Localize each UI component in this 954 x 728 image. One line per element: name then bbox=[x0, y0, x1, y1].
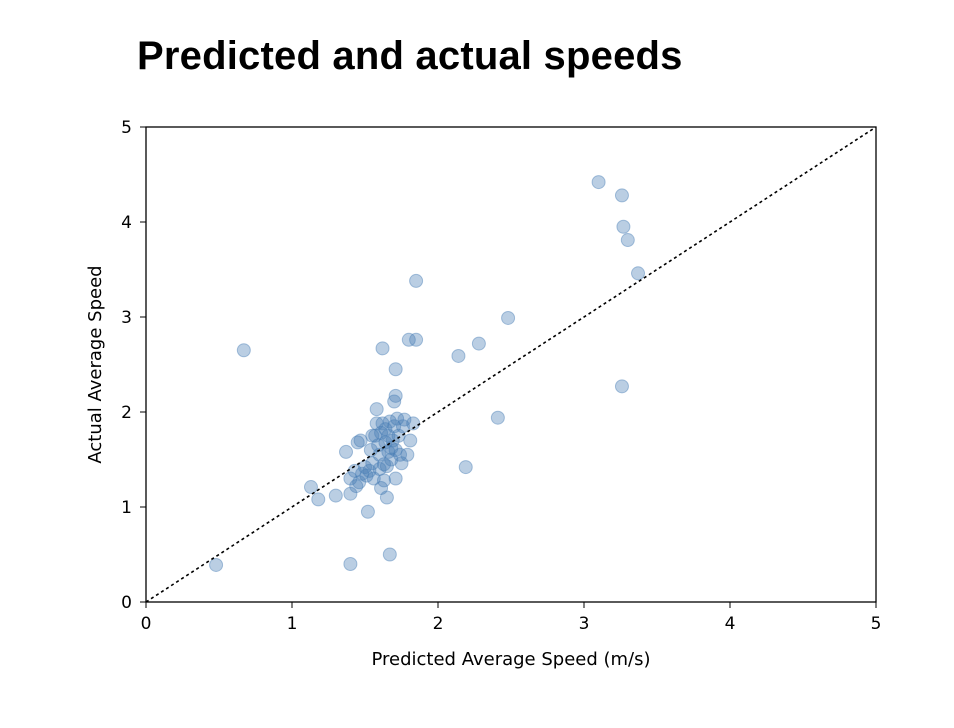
data-point bbox=[614, 188, 629, 203]
data-point bbox=[403, 433, 418, 448]
data-point bbox=[378, 435, 393, 450]
data-point bbox=[350, 435, 365, 450]
x-tick-label: 2 bbox=[433, 614, 444, 634]
data-point bbox=[372, 462, 387, 476]
data-point bbox=[365, 428, 380, 443]
data-point bbox=[388, 471, 403, 486]
data-point bbox=[375, 341, 390, 356]
data-point bbox=[359, 468, 374, 483]
data-point bbox=[381, 428, 396, 443]
data-point bbox=[458, 460, 473, 475]
data-point bbox=[387, 419, 402, 434]
data-point bbox=[397, 412, 412, 427]
data-point bbox=[394, 456, 409, 471]
data-point bbox=[490, 410, 505, 425]
data-point bbox=[303, 480, 318, 495]
data-point bbox=[409, 332, 424, 347]
data-point bbox=[374, 425, 389, 440]
data-point bbox=[376, 457, 391, 472]
y-tick-label: 5 bbox=[121, 118, 132, 138]
data-point bbox=[614, 379, 629, 394]
data-point bbox=[352, 475, 367, 490]
x-axis-label: Predicted Average Speed (m/s) bbox=[371, 649, 650, 670]
x-tick-label: 5 bbox=[871, 614, 882, 634]
data-point bbox=[451, 348, 466, 363]
data-point bbox=[501, 310, 516, 325]
data-point bbox=[388, 388, 403, 403]
x-tick-label: 3 bbox=[579, 614, 590, 634]
y-tick-label: 2 bbox=[121, 403, 132, 423]
data-point bbox=[343, 471, 358, 486]
y-tick-label: 3 bbox=[121, 308, 132, 328]
data-point bbox=[378, 422, 393, 437]
data-point bbox=[365, 456, 380, 471]
data-point bbox=[376, 473, 391, 488]
points-layer bbox=[209, 175, 646, 572]
data-point bbox=[355, 466, 370, 481]
data-point bbox=[368, 428, 383, 443]
data-point bbox=[620, 233, 635, 248]
data-point bbox=[349, 479, 364, 494]
data-point bbox=[379, 490, 394, 505]
data-point bbox=[631, 266, 646, 281]
data-point bbox=[388, 362, 403, 377]
y-tick-label: 4 bbox=[121, 213, 132, 233]
data-point bbox=[374, 481, 389, 495]
slide-title: Predicted and actual speeds bbox=[137, 34, 683, 78]
data-point bbox=[369, 416, 384, 431]
x-tick-label: 0 bbox=[141, 614, 152, 634]
data-point bbox=[388, 443, 403, 457]
data-point bbox=[328, 488, 343, 503]
data-point bbox=[409, 273, 424, 288]
data-point bbox=[362, 463, 377, 478]
data-point bbox=[387, 394, 402, 409]
data-point bbox=[471, 336, 486, 351]
data-point bbox=[391, 428, 406, 443]
data-point bbox=[393, 447, 408, 462]
data-point bbox=[400, 447, 415, 462]
data-point bbox=[311, 492, 326, 507]
data-point bbox=[343, 486, 358, 501]
data-point bbox=[395, 419, 410, 434]
data-point bbox=[616, 219, 631, 234]
y-axis-label: Actual Average Speed bbox=[85, 265, 106, 463]
data-point bbox=[369, 402, 384, 417]
reference-line bbox=[145, 126, 877, 603]
data-point bbox=[384, 452, 399, 467]
y-tick-label: 1 bbox=[121, 498, 132, 518]
data-point bbox=[381, 444, 396, 459]
data-point bbox=[236, 343, 251, 358]
data-point bbox=[375, 416, 390, 431]
data-point bbox=[209, 557, 224, 572]
data-point bbox=[353, 433, 368, 448]
data-point bbox=[339, 444, 354, 459]
data-point bbox=[382, 414, 397, 429]
data-point bbox=[379, 459, 394, 474]
data-point bbox=[401, 332, 416, 347]
data-point bbox=[591, 175, 606, 190]
data-point bbox=[382, 547, 397, 562]
data-point bbox=[358, 460, 372, 475]
data-point bbox=[366, 471, 381, 486]
x-tick-label: 1 bbox=[287, 614, 298, 634]
x-tick-label: 4 bbox=[725, 614, 736, 634]
data-point bbox=[343, 557, 358, 571]
y-tick-label: 0 bbox=[121, 593, 132, 613]
plot-frame bbox=[145, 126, 877, 603]
data-point bbox=[360, 504, 375, 519]
data-point bbox=[390, 411, 405, 426]
ticks-layer: 0 1 2 3 4 5 0 1 2 3 4 5 bbox=[121, 118, 881, 634]
